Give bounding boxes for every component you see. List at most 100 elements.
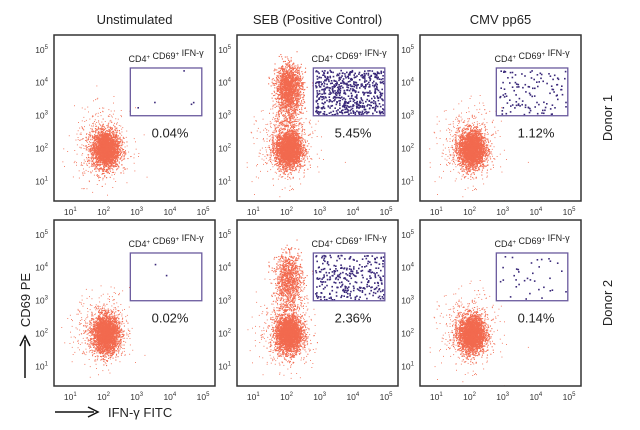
event-point xyxy=(104,121,106,122)
event-point xyxy=(114,157,116,159)
event-point xyxy=(89,141,90,143)
event-point xyxy=(102,118,104,120)
event-point xyxy=(292,168,294,170)
event-point xyxy=(100,137,102,139)
event-point xyxy=(272,138,274,140)
event-point xyxy=(122,137,124,139)
event-point xyxy=(94,168,96,170)
event-point xyxy=(275,115,277,117)
event-point xyxy=(99,138,101,140)
event-point xyxy=(287,126,289,128)
event-point xyxy=(135,141,136,143)
event-point xyxy=(107,123,109,125)
event-point xyxy=(112,165,114,167)
event-point xyxy=(103,142,105,144)
event-point xyxy=(123,156,125,158)
event-point xyxy=(103,168,104,170)
event-point xyxy=(115,181,117,182)
event-point xyxy=(95,143,97,145)
event-point xyxy=(106,172,108,174)
event-point xyxy=(103,138,105,140)
event-point xyxy=(95,147,97,149)
event-point xyxy=(81,127,83,129)
event-point xyxy=(89,132,91,134)
event-point xyxy=(98,150,100,152)
event-point xyxy=(99,162,101,164)
event-point xyxy=(112,161,114,163)
event-point xyxy=(112,113,114,115)
event-point xyxy=(104,136,106,138)
event-point xyxy=(99,142,101,144)
event-point xyxy=(99,157,101,159)
event-point xyxy=(112,171,114,173)
event-point xyxy=(98,176,100,178)
event-point xyxy=(99,160,101,162)
event-point xyxy=(96,165,98,167)
event-point xyxy=(105,152,107,154)
event-point xyxy=(104,165,106,167)
event-point xyxy=(96,164,98,166)
event-point xyxy=(96,159,98,161)
event-point xyxy=(99,141,101,142)
event-point xyxy=(288,167,290,169)
event-point xyxy=(114,165,116,167)
event-point xyxy=(114,160,116,162)
event-point xyxy=(287,174,289,176)
event-point xyxy=(111,137,113,139)
event-point xyxy=(113,144,115,146)
event-point xyxy=(93,155,95,157)
event-point xyxy=(110,167,112,169)
event-point xyxy=(99,139,101,140)
event-point xyxy=(115,155,117,157)
event-point xyxy=(105,148,107,150)
event-point xyxy=(93,139,95,141)
event-point xyxy=(122,154,124,156)
event-point xyxy=(115,144,117,146)
event-point xyxy=(108,109,110,111)
event-point xyxy=(111,160,113,162)
event-point xyxy=(108,129,110,131)
event-point xyxy=(106,129,108,131)
event-point xyxy=(98,152,99,154)
event-point xyxy=(94,151,96,153)
event-point xyxy=(102,147,104,149)
event-point xyxy=(114,174,115,175)
event-point xyxy=(95,153,97,155)
event-point xyxy=(104,129,106,131)
event-point xyxy=(297,135,299,137)
event-point xyxy=(101,160,103,162)
gate-rectangle[interactable] xyxy=(129,67,203,117)
event-point xyxy=(109,154,111,156)
event-point xyxy=(123,149,125,151)
event-point xyxy=(103,154,105,156)
event-point xyxy=(113,102,114,104)
event-point xyxy=(286,125,288,127)
event-point xyxy=(111,139,113,141)
event-point xyxy=(98,147,100,149)
event-point xyxy=(76,164,77,166)
event-point xyxy=(87,161,89,163)
event-point xyxy=(298,123,300,125)
event-point xyxy=(298,133,300,135)
event-point xyxy=(100,156,102,158)
event-point xyxy=(110,162,112,164)
event-point xyxy=(301,137,303,139)
event-point xyxy=(95,130,97,132)
event-point xyxy=(117,147,119,149)
event-point xyxy=(111,147,113,149)
event-point xyxy=(122,170,124,172)
event-point xyxy=(113,147,115,149)
event-point xyxy=(112,151,114,153)
event-point xyxy=(96,85,98,87)
event-point xyxy=(112,146,114,148)
event-point xyxy=(105,151,107,152)
event-point xyxy=(113,166,115,168)
event-point xyxy=(273,151,275,153)
event-point xyxy=(97,141,99,143)
event-point xyxy=(104,153,106,155)
event-point xyxy=(96,184,98,185)
event-point xyxy=(294,129,296,131)
event-point xyxy=(109,147,111,149)
event-point xyxy=(95,145,97,147)
event-point xyxy=(97,137,98,139)
